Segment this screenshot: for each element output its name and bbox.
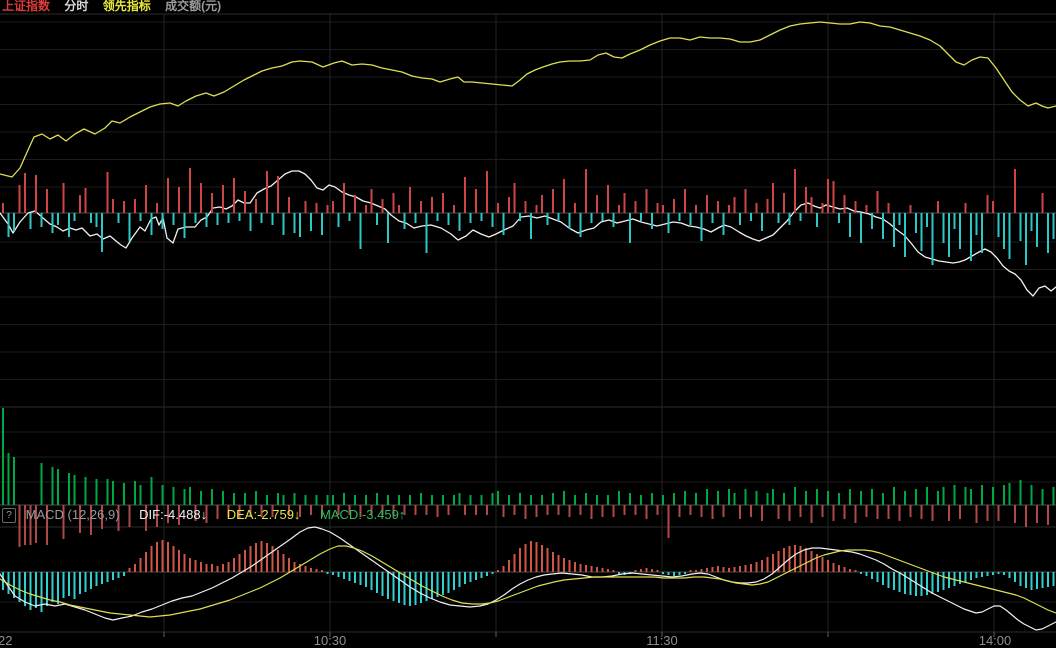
- grid-lines: [0, 13, 1056, 633]
- macd-indicator-bar: ? MACD (12,26,9) DIF:-4.488↓ DEA:-2.759↓…: [2, 505, 421, 525]
- macd-pane-macd-histogram: [2, 540, 1055, 612]
- macd-dif-value: DIF:-4.488↓: [139, 507, 208, 522]
- macd-params-label[interactable]: MACD (12,26,9): [25, 507, 120, 522]
- volume-pane: [0, 431, 1056, 506]
- help-button[interactable]: ?: [2, 508, 16, 523]
- price-pane-price-line: [0, 170, 1056, 297]
- price-pane-buy-sell-delta-bars: [2, 168, 1055, 265]
- volume-pane-volume-bars: [2, 408, 1055, 547]
- turnover-unit-label: 成交额(元): [165, 0, 222, 13]
- index-name-label[interactable]: 上证指数: [2, 0, 51, 13]
- price-pane: [0, 21, 1056, 380]
- macd-pane-dif-line: [0, 526, 1056, 631]
- time-axis-label: 11:30: [646, 633, 678, 648]
- macd-pane-dea-line: [0, 545, 1056, 618]
- time-axis-label: 14:00: [979, 633, 1012, 648]
- time-axis-label: 22: [0, 633, 12, 648]
- chart-header: 上证指数 分时 领先指标 成交额(元): [2, 0, 232, 14]
- macd-dea-value: DEA:-2.759↓: [226, 507, 301, 522]
- tab-leading-indicator[interactable]: 领先指标: [102, 0, 151, 13]
- time-axis-label: 10:30: [314, 633, 347, 648]
- price-pane-leading-indicator-line: [0, 21, 1056, 178]
- macd-pane: [0, 571, 1056, 603]
- time-axis: 22 10:30 11:30 14:00: [0, 632, 1011, 648]
- tab-minute-chart[interactable]: 分时: [64, 0, 89, 13]
- macd-macd-value: MACD:-3.459↑: [320, 507, 406, 522]
